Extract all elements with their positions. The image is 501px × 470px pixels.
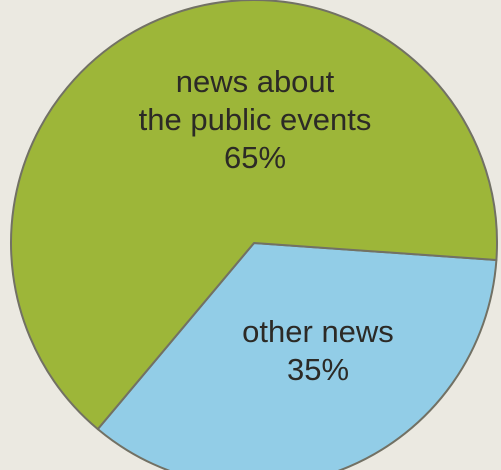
slice-label: other news	[242, 314, 394, 349]
slice-label: news about	[176, 64, 335, 99]
slice-value-label: 35%	[287, 352, 349, 387]
pie-slice-other-news	[96, 242, 498, 470]
pie-slice-public-events	[10, 0, 498, 431]
slice-value-label: 65%	[224, 140, 286, 175]
slice-label: the public events	[139, 102, 372, 137]
slices-layer	[10, 0, 498, 470]
